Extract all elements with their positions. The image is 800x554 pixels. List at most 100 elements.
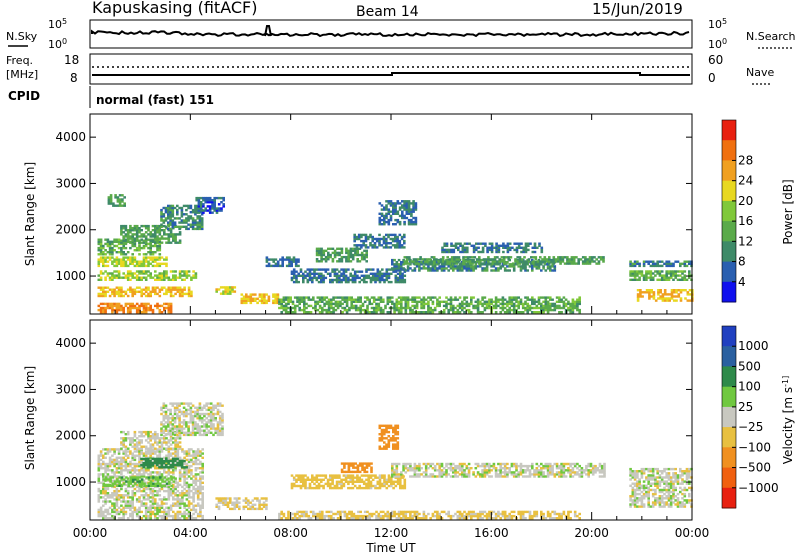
heatmap-cell	[154, 435, 157, 438]
heatmap-cell	[481, 242, 485, 245]
heatmap-cell	[380, 208, 384, 211]
heatmap-cell	[108, 448, 112, 451]
heatmap-cell	[156, 454, 159, 457]
heatmap-cell	[133, 464, 137, 468]
heatmap-cell	[142, 496, 146, 499]
heatmap-cell	[352, 300, 356, 303]
heatmap-cell	[385, 204, 388, 207]
heatmap-cell	[124, 464, 128, 468]
heatmap-cell	[140, 229, 143, 232]
heatmap-cell	[118, 194, 122, 197]
heatmap-cell	[449, 306, 453, 310]
heatmap-cell	[117, 246, 121, 250]
heatmap-cell	[313, 270, 316, 273]
heatmap-cell	[113, 302, 116, 306]
heatmap-cell	[104, 456, 107, 459]
heatmap-cell	[108, 462, 112, 466]
heatmap-cell	[111, 288, 114, 291]
heatmap-cell	[144, 231, 148, 234]
heatmap-cell	[138, 454, 141, 457]
heatmap-cell	[102, 260, 105, 263]
heatmap-cell	[524, 267, 527, 270]
heatmap-cell	[387, 242, 390, 245]
heatmap-cell	[99, 253, 103, 256]
heatmap-cell	[183, 462, 186, 466]
heatmap-cell	[97, 304, 101, 308]
heatmap-cell	[106, 510, 110, 514]
heatmap-cell	[508, 248, 512, 252]
heatmap-cell	[126, 294, 130, 298]
heatmap-cell	[460, 262, 463, 265]
heatmap-cell	[364, 239, 368, 243]
heatmap-cell	[491, 262, 495, 265]
heatmap-cell	[154, 290, 157, 293]
heatmap-cell	[344, 270, 348, 273]
heatmap-cell	[433, 267, 437, 270]
heatmap-cell	[140, 262, 143, 265]
heatmap-cell	[159, 478, 162, 481]
heatmap-cell	[199, 452, 202, 455]
heatmap-cell	[281, 264, 284, 268]
heatmap-cell	[99, 256, 103, 259]
heatmap-cell	[185, 292, 189, 296]
heatmap-cell	[290, 272, 294, 275]
heatmap-cell	[365, 274, 368, 277]
heatmap-cell	[663, 262, 666, 265]
heatmap-cell	[204, 207, 207, 210]
heatmap-cell	[293, 296, 297, 299]
heatmap-cell	[174, 233, 177, 236]
heatmap-cell	[629, 270, 632, 273]
heatmap-cell	[169, 417, 172, 420]
heatmap-cell	[488, 300, 491, 303]
heatmap-cell	[187, 460, 191, 464]
heatmap-cell	[470, 298, 473, 301]
heatmap-cell	[406, 304, 410, 308]
heatmap-cell	[174, 276, 177, 279]
heatmap-cell	[364, 246, 368, 249]
heatmap-cell	[560, 306, 563, 310]
heatmap-cell	[135, 274, 139, 277]
heatmap-cell	[450, 260, 454, 263]
heatmap-cell	[160, 441, 164, 444]
heatmap-cell	[122, 479, 125, 482]
heatmap-cell	[659, 297, 662, 300]
heatmap-cell	[147, 224, 150, 228]
heatmap-cell	[669, 262, 673, 265]
heatmap-cell	[133, 260, 137, 263]
heatmap-cell	[327, 255, 330, 259]
heatmap-cell	[422, 311, 426, 314]
heatmap-cell	[192, 498, 195, 501]
heatmap-cell	[340, 272, 343, 275]
heatmap-cell	[344, 268, 348, 271]
heatmap-cell	[129, 450, 132, 453]
heatmap-cell	[138, 510, 141, 514]
heatmap-cell	[385, 237, 388, 241]
heatmap-cell	[280, 300, 283, 303]
heatmap-cell	[102, 256, 105, 259]
heatmap-cell	[366, 311, 369, 314]
heatmap-cell	[180, 206, 184, 210]
heatmap-cell	[187, 270, 191, 273]
heatmap-cell	[461, 308, 464, 312]
heatmap-cell	[142, 233, 146, 236]
heatmap-cell	[404, 269, 408, 272]
heatmap-cell	[571, 300, 575, 303]
heatmap-cell	[221, 425, 224, 428]
heatmap-cell	[461, 246, 465, 249]
heatmap-cell	[144, 311, 148, 314]
heatmap-cell	[431, 265, 435, 268]
heatmap-cell	[205, 417, 208, 420]
heatmap-cell	[158, 288, 162, 291]
heatmap-cell	[249, 293, 253, 296]
heatmap-cell	[510, 298, 514, 301]
heatmap-cell	[366, 298, 369, 301]
heatmap-cell	[142, 479, 146, 482]
heatmap-cell	[99, 251, 103, 254]
heatmap-cell	[375, 298, 378, 301]
heatmap-cell	[158, 308, 162, 312]
heatmap-cell	[154, 433, 157, 436]
heatmap-cell	[165, 292, 168, 296]
heatmap-cell	[418, 265, 421, 268]
heatmap-cell	[125, 480, 128, 483]
heatmap-cell	[308, 276, 312, 280]
